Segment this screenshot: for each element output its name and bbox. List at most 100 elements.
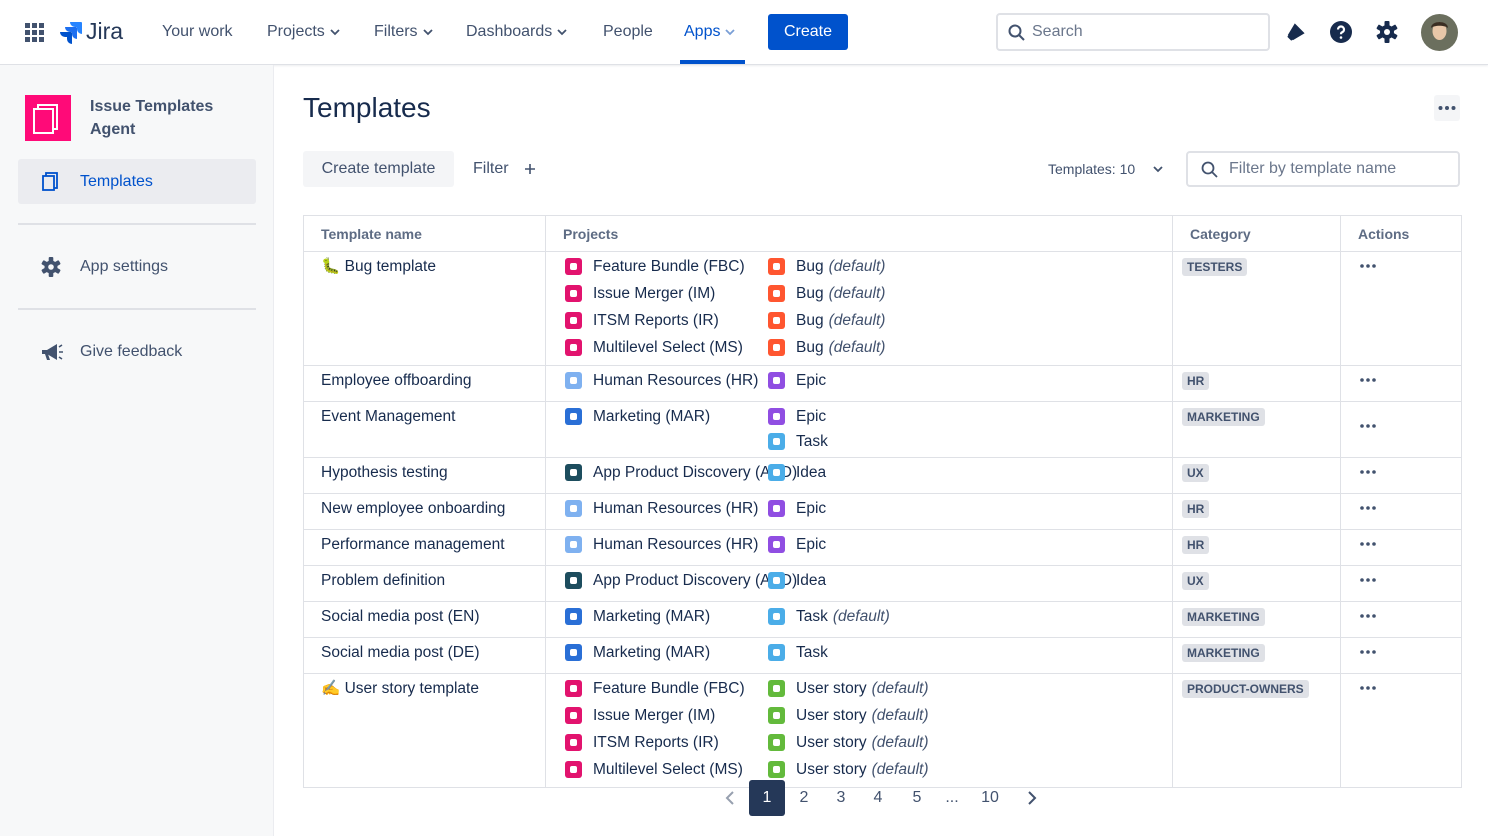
issue-types: Bug (default): [768, 280, 885, 307]
project-icon: [565, 536, 582, 553]
template-name[interactable]: Event Management: [303, 401, 546, 458]
template-name[interactable]: Social media post (DE): [303, 637, 546, 674]
row-actions[interactable]: [1358, 258, 1378, 274]
row-actions[interactable]: [1358, 372, 1378, 388]
project[interactable]: App Product Discovery (APD): [565, 459, 797, 486]
project-line: Issue Merger (IM) Bug (default): [565, 280, 1164, 307]
project[interactable]: Human Resources (HR): [565, 495, 768, 522]
sidebar-item[interactable]: Give feedback: [18, 329, 256, 374]
templates-count[interactable]: Templates: 10: [1048, 151, 1168, 187]
project[interactable]: Issue Merger (IM): [565, 702, 768, 729]
nav-item[interactable]: Filters: [374, 20, 434, 44]
row-actions[interactable]: [1358, 464, 1378, 480]
project-name: Issue Merger (IM): [593, 707, 716, 724]
issue-types: Task: [768, 639, 828, 666]
row-actions[interactable]: [1358, 644, 1378, 660]
search-box[interactable]: Search: [996, 13, 1270, 51]
nav-item[interactable]: Projects: [267, 20, 341, 44]
next-page[interactable]: [1024, 789, 1040, 807]
issue-type-icon: [768, 258, 785, 275]
settings-icon[interactable]: [1375, 20, 1399, 44]
issue-type-name: Task: [796, 433, 828, 450]
row-actions[interactable]: [1358, 418, 1378, 434]
project-line: App Product Discovery (APD) Idea: [565, 567, 1164, 594]
project[interactable]: Marketing (MAR): [565, 403, 768, 430]
project[interactable]: Multilevel Select (MS): [565, 334, 768, 361]
projects-cell: App Product Discovery (APD) Idea: [545, 457, 1173, 494]
issue-type: Idea: [768, 567, 826, 594]
page-number[interactable]: 10: [981, 789, 999, 806]
create-template-button[interactable]: Create template: [303, 151, 454, 187]
projects-cell: Feature Bundle (FBC) User story (default) I…: [545, 673, 1173, 788]
template-name[interactable]: New employee onboarding: [303, 493, 546, 530]
project[interactable]: ITSM Reports (IR): [565, 307, 768, 334]
page-number[interactable]: 2: [799, 789, 809, 806]
project-line: ITSM Reports (IR) Bug (default): [565, 307, 1164, 334]
category-badge: UX: [1182, 572, 1209, 590]
default-note: (default): [871, 680, 929, 697]
project-icon: [565, 500, 582, 517]
template-name[interactable]: ✍️ User story template: [303, 673, 546, 788]
issue-type-icon: [768, 572, 785, 589]
template-name[interactable]: 🐛 Bug template: [303, 251, 546, 366]
projects-cell: Human Resources (HR) Epic: [545, 529, 1173, 566]
template-name[interactable]: Performance management: [303, 529, 546, 566]
notifications-icon[interactable]: [1285, 21, 1307, 43]
page-number[interactable]: 4: [873, 789, 883, 806]
filter-button[interactable]: Filter: [473, 151, 548, 187]
project[interactable]: App Product Discovery (APD): [565, 567, 797, 594]
row-actions[interactable]: [1358, 536, 1378, 552]
table-row: Social media post (EN) Marketing (MAR) Tas…: [303, 601, 1462, 638]
project[interactable]: Feature Bundle (FBC): [565, 253, 768, 280]
project[interactable]: Human Resources (HR): [565, 367, 768, 394]
project-line: Marketing (MAR) Task: [565, 639, 1164, 666]
nav-item-active[interactable]: Apps: [684, 20, 736, 44]
project-name: ITSM Reports (IR): [593, 734, 719, 751]
issue-type-name: Bug: [796, 258, 824, 275]
app-switcher[interactable]: [25, 23, 44, 42]
issue-type-name: Epic: [796, 408, 827, 425]
create-button[interactable]: Create: [768, 14, 848, 50]
row-actions[interactable]: [1358, 608, 1378, 624]
page-number[interactable]: 3: [836, 789, 846, 806]
page-number[interactable]: ...: [945, 789, 959, 806]
sidebar-label: Give feedback: [80, 343, 183, 360]
page-number[interactable]: 1: [749, 780, 785, 816]
sidebar-item[interactable]: App settings: [18, 244, 256, 289]
issue-type: Epic: [768, 367, 826, 394]
nav-item[interactable]: People: [603, 20, 653, 44]
project-icon: [565, 608, 582, 625]
project[interactable]: Human Resources (HR): [565, 531, 768, 558]
prev-page[interactable]: [722, 789, 738, 807]
project-icon: [565, 312, 582, 329]
nav-item[interactable]: Your work: [162, 20, 233, 44]
template-filter-input[interactable]: Filter by template name: [1186, 151, 1460, 187]
help-icon[interactable]: [1329, 20, 1353, 44]
project[interactable]: Multilevel Select (MS): [565, 756, 768, 783]
project[interactable]: Marketing (MAR): [565, 639, 768, 666]
template-name[interactable]: Social media post (EN): [303, 601, 546, 638]
row-actions[interactable]: [1358, 500, 1378, 516]
template-name[interactable]: Hypothesis testing: [303, 457, 546, 494]
row-actions[interactable]: [1358, 680, 1378, 696]
project[interactable]: Marketing (MAR): [565, 603, 768, 630]
logo-text[interactable]: Jira: [86, 18, 124, 44]
more-button[interactable]: [1434, 95, 1460, 121]
project-icon: [565, 408, 582, 425]
avatar[interactable]: [1421, 14, 1458, 51]
project[interactable]: ITSM Reports (IR): [565, 729, 768, 756]
template-name[interactable]: Problem definition: [303, 565, 546, 602]
sidebar-item-selected[interactable]: Templates: [18, 159, 256, 204]
page-number[interactable]: 5: [912, 789, 922, 806]
project[interactable]: Issue Merger (IM): [565, 280, 768, 307]
nav-item[interactable]: Dashboards: [466, 20, 568, 44]
project-line: Feature Bundle (FBC) User story (default): [565, 675, 1164, 702]
template-name[interactable]: Employee offboarding: [303, 365, 546, 402]
project-line: Human Resources (HR) Epic: [565, 531, 1164, 558]
project[interactable]: Feature Bundle (FBC): [565, 675, 768, 702]
category-badge: TESTERS: [1182, 258, 1248, 276]
table-row: Performance management Human Resources (H…: [303, 529, 1462, 566]
nav-label: Apps: [684, 23, 721, 40]
search-icon: [1008, 24, 1025, 41]
row-actions[interactable]: [1358, 572, 1378, 588]
